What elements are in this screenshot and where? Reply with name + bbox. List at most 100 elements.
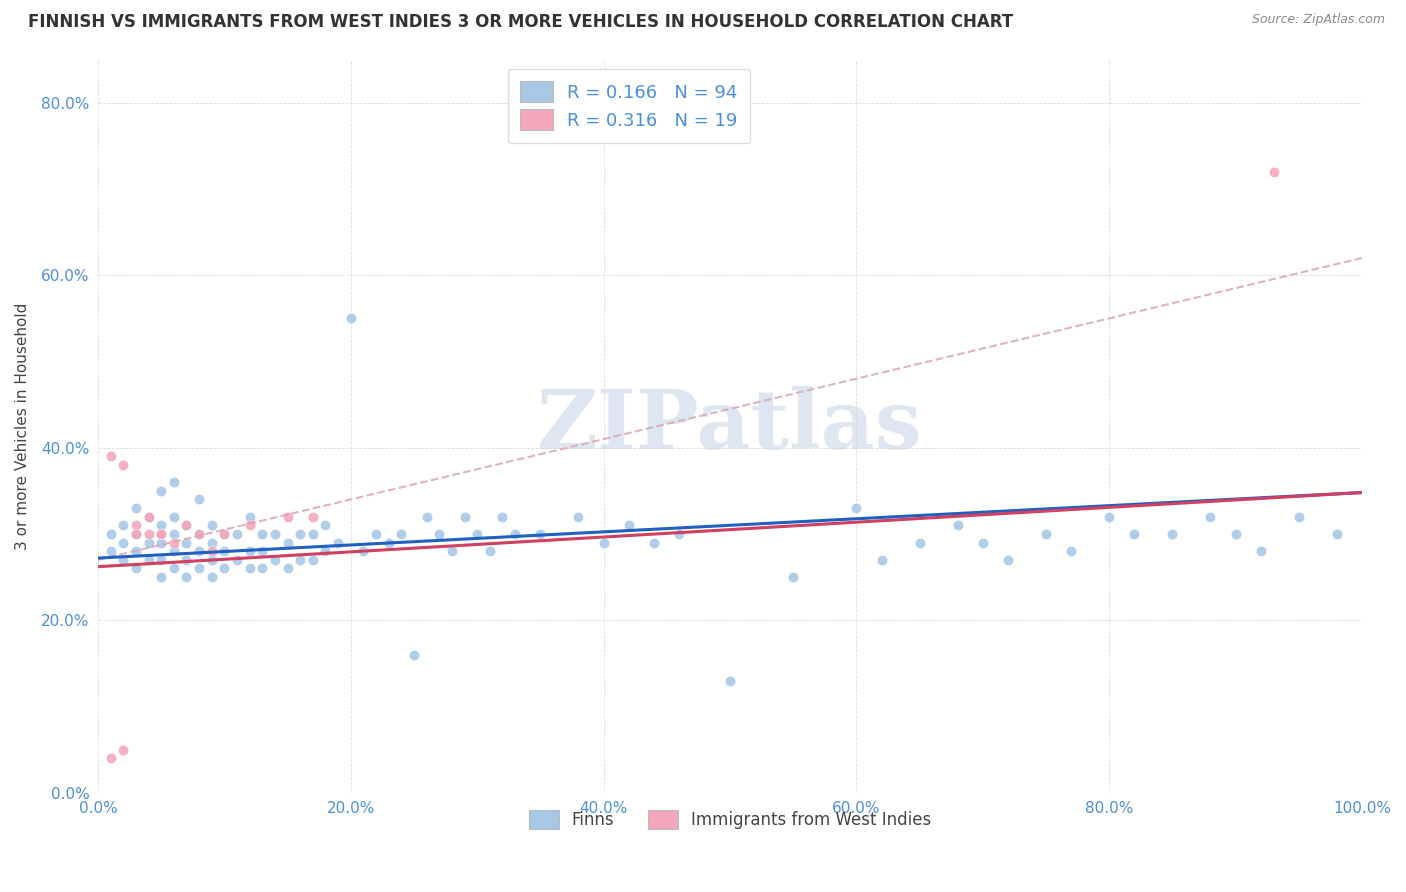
Point (112, 742, 135, 756)
Point (176, 518, 198, 533)
Point (290, 527, 312, 541)
Point (239, 561, 262, 575)
Point (1161, 527, 1184, 541)
Point (188, 561, 211, 575)
Point (150, 553, 173, 567)
Point (100, 450, 122, 464)
Point (339, 311, 361, 326)
Point (592, 535, 614, 549)
Point (668, 527, 690, 541)
Point (226, 553, 249, 567)
Point (314, 544, 336, 558)
Point (352, 544, 374, 558)
Point (188, 544, 211, 558)
Point (112, 518, 135, 533)
Point (176, 518, 198, 533)
Text: ZIPatlas: ZIPatlas (537, 386, 922, 467)
Point (150, 535, 173, 549)
Point (125, 561, 148, 575)
Point (364, 527, 387, 541)
Point (427, 527, 450, 541)
Point (870, 553, 893, 567)
Point (252, 544, 274, 558)
Point (529, 527, 551, 541)
Point (503, 527, 526, 541)
Point (239, 544, 262, 558)
Point (1035, 527, 1057, 541)
Point (138, 553, 160, 567)
Point (176, 570, 198, 584)
Point (567, 509, 589, 524)
Point (301, 509, 323, 524)
Legend: Finns, Immigrants from West Indies: Finns, Immigrants from West Indies (522, 803, 938, 836)
Point (201, 570, 224, 584)
Point (214, 527, 236, 541)
Point (277, 509, 299, 524)
Point (1263, 165, 1285, 179)
Point (188, 492, 211, 507)
Point (150, 518, 173, 533)
Point (150, 527, 173, 541)
Point (782, 570, 804, 584)
Point (1250, 544, 1272, 558)
Point (277, 535, 299, 549)
Point (845, 501, 868, 516)
Point (1288, 509, 1310, 524)
Point (301, 527, 323, 541)
Point (226, 527, 249, 541)
Point (138, 527, 160, 541)
Point (491, 509, 513, 524)
Point (138, 535, 160, 549)
Point (188, 527, 211, 541)
Point (252, 527, 274, 541)
Point (301, 553, 323, 567)
Point (1326, 527, 1348, 541)
Point (188, 527, 211, 541)
Point (1123, 527, 1146, 541)
Text: Source: ZipAtlas.com: Source: ZipAtlas.com (1251, 13, 1385, 27)
Point (150, 527, 173, 541)
Point (277, 561, 299, 575)
Point (112, 535, 135, 549)
Point (946, 518, 969, 533)
Point (125, 527, 148, 541)
Point (125, 527, 148, 541)
Point (415, 509, 437, 524)
Point (176, 553, 198, 567)
Point (465, 527, 488, 541)
Point (314, 518, 336, 533)
Point (1098, 509, 1121, 524)
Point (290, 553, 312, 567)
Point (377, 535, 399, 549)
Y-axis label: 3 or more Vehicles in Household: 3 or more Vehicles in Household (15, 302, 30, 549)
Point (163, 561, 186, 575)
Point (201, 518, 224, 533)
Point (617, 518, 640, 533)
Point (252, 561, 274, 575)
Point (100, 751, 122, 765)
Point (163, 475, 186, 490)
Point (214, 544, 236, 558)
Point (1225, 527, 1247, 541)
Point (150, 570, 173, 584)
Point (1060, 544, 1083, 558)
Point (264, 527, 287, 541)
Point (163, 544, 186, 558)
Point (138, 509, 160, 524)
Point (972, 535, 994, 549)
Point (112, 553, 135, 567)
Point (138, 509, 160, 524)
Point (125, 544, 148, 558)
Point (125, 501, 148, 516)
Point (163, 509, 186, 524)
Point (163, 527, 186, 541)
Point (326, 535, 349, 549)
Point (100, 527, 122, 541)
Point (1199, 509, 1222, 524)
Point (239, 518, 262, 533)
Point (440, 544, 463, 558)
Point (176, 535, 198, 549)
Point (100, 544, 122, 558)
Point (150, 483, 173, 498)
Point (264, 553, 287, 567)
